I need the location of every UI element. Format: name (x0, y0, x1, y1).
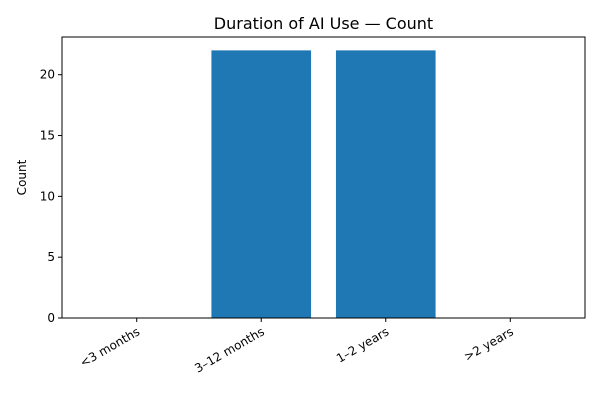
y-axis: 0 5 10 15 20 (40, 68, 62, 325)
y-tick-label: 10 (40, 189, 55, 203)
y-tick-label: 15 (40, 129, 55, 143)
plot-frame (61, 36, 586, 319)
bar-2 (211, 50, 312, 318)
x-tick-label: 1–2 years (334, 324, 391, 365)
chart-title: Duration of AI Use — Count (214, 14, 433, 33)
y-tick-label: 20 (40, 68, 55, 82)
bars-layer (211, 50, 436, 318)
y-tick-label: 5 (47, 250, 55, 264)
x-axis: <3 months 3–12 months 1–2 years >2 years (77, 318, 516, 376)
bar-3 (335, 50, 436, 318)
x-tick-label: 3–12 months (192, 324, 266, 375)
y-axis-label: Count (15, 159, 29, 195)
x-tick-label: <3 months (77, 324, 142, 369)
x-tick-label: >2 years (462, 324, 516, 363)
y-tick-label: 0 (47, 311, 55, 325)
